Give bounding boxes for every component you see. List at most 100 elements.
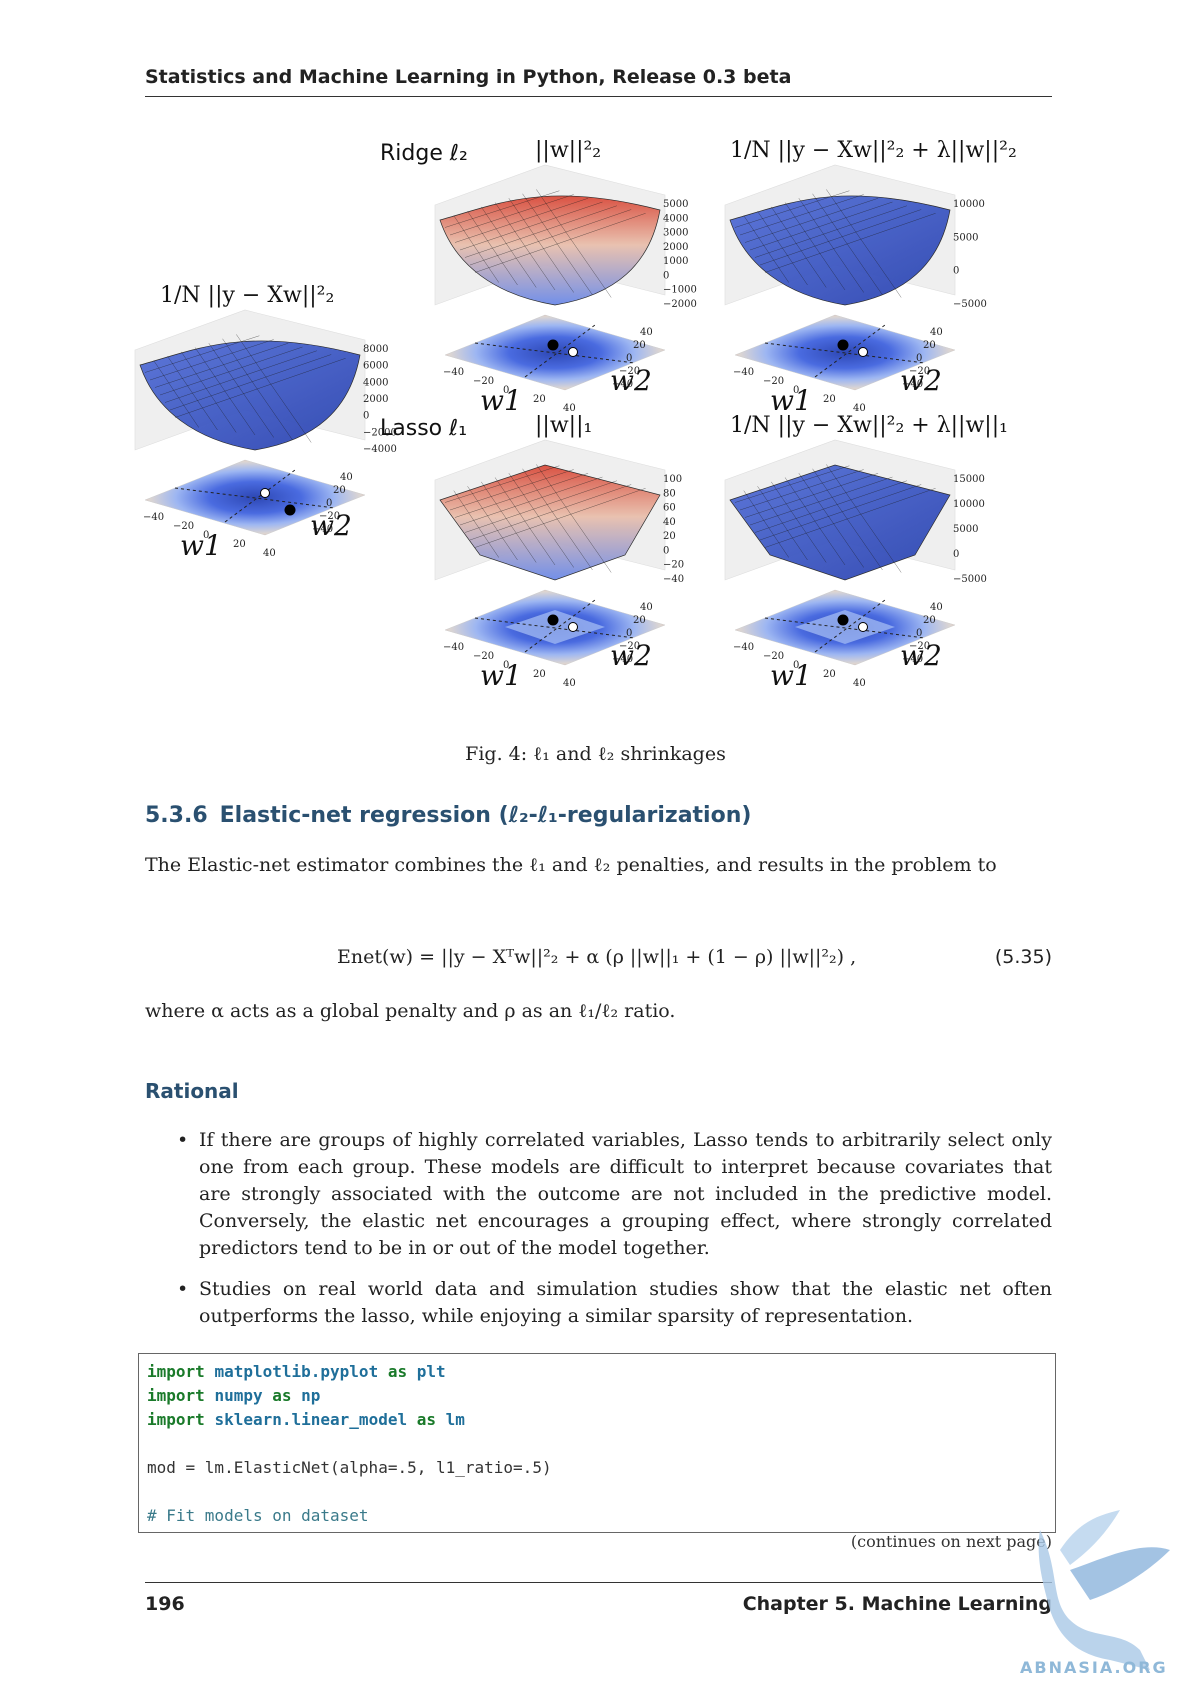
code-line-blank — [147, 1432, 1047, 1456]
w2-tick-label: 20 — [923, 340, 936, 351]
z-tick-label: −2000 — [663, 299, 697, 310]
code-line: import numpy as np — [147, 1384, 1047, 1408]
mesh-line — [208, 342, 274, 438]
section-heading: 5.3.6 Elastic-net regression (ℓ₂-ℓ₁-regul… — [145, 803, 751, 828]
w2-tick-label: −40 — [312, 524, 333, 535]
mesh-line — [734, 465, 850, 503]
w1-tick-label: 0 — [203, 530, 209, 541]
surface-plot-4: 100806040200−20−40−40−200204040200−20−40… — [380, 413, 684, 692]
z-tick-label: −5000 — [953, 574, 987, 585]
w1-tick-label: −20 — [473, 651, 494, 662]
lasso-diamond — [795, 610, 895, 644]
z-tick-label: 5000 — [953, 232, 978, 243]
w2-tick-label: −40 — [902, 379, 923, 390]
mesh-line — [481, 481, 537, 563]
mesh-line — [749, 201, 893, 251]
mesh-line — [764, 213, 936, 273]
w1-tick-label: −20 — [473, 376, 494, 387]
mesh-line — [474, 488, 646, 548]
mesh-line — [464, 205, 617, 258]
penalized-solution-point — [858, 622, 868, 632]
z-tick-label: 80 — [663, 488, 676, 499]
w1-tick-label: −40 — [733, 367, 754, 378]
w2-tick-label: 20 — [923, 615, 936, 626]
code-line: mod = lm.ElasticNet(alpha=.5, l1_ratio=.… — [147, 1458, 552, 1477]
z-tick-label: 5000 — [663, 199, 688, 210]
equation-row: Enet(w) = ||y − Xᵀw||²₂ + α (ρ ||w||₁ + … — [145, 946, 1052, 976]
w1-tick-label: 40 — [263, 548, 276, 559]
mesh-line — [449, 469, 574, 511]
w2-tick-label: −40 — [612, 654, 633, 665]
w1-tick-label: 0 — [503, 660, 509, 671]
w1-tick-label: 40 — [563, 678, 576, 689]
chapter-label: Chapter 5. Machine Learning — [742, 1593, 1052, 1615]
z-tick-label: 4000 — [363, 377, 388, 388]
mesh-line — [464, 480, 617, 533]
mesh-line — [734, 190, 850, 228]
surface-plot-5: 150001000050000−5000−40−200204040200−20−… — [724, 413, 1008, 692]
dashed-guide — [224, 469, 296, 523]
mesh-line — [444, 190, 560, 228]
z-tick-label: 0 — [663, 545, 669, 556]
mesh-line — [222, 338, 293, 441]
mesh-line — [169, 354, 332, 411]
mesh-line — [771, 481, 827, 563]
code-block[interactable]: import matplotlib.pyplot as plt import n… — [138, 1353, 1056, 1533]
mesh-line — [754, 480, 907, 533]
ols-solution-point — [837, 614, 849, 626]
z-tick-label: 2000 — [363, 394, 388, 405]
w1-axis-label: w1 — [770, 659, 812, 692]
w1-tick-label: −40 — [443, 642, 464, 653]
w1-tick-label: 20 — [823, 394, 836, 405]
section-number: 5.3.6 — [145, 803, 208, 828]
panel-title: 1/N ||y − Xw||²₂ — [160, 283, 334, 308]
code-module: sklearn.linear_model — [214, 1410, 408, 1429]
w1-tick-label: 40 — [853, 678, 866, 689]
mesh-line — [749, 476, 893, 526]
w2-axis-label: w2 — [610, 639, 652, 672]
dashed-guide — [174, 487, 336, 509]
dashed-guide — [524, 324, 596, 378]
z-tick-label: 15000 — [953, 474, 985, 485]
code-keyword: as — [416, 1410, 436, 1429]
mesh-line — [812, 468, 883, 571]
z-tick-label: −2000 — [363, 427, 397, 438]
mesh-line — [743, 215, 789, 283]
dashed-guide — [474, 617, 636, 639]
w2-tick-label: −20 — [909, 641, 930, 652]
z-tick-label: 100 — [663, 474, 682, 485]
panel-row-label: Lasso ℓ₁ — [380, 416, 467, 441]
w1-tick-label: −40 — [443, 367, 464, 378]
section-title: Elastic-net regression (ℓ₂-ℓ₁-regulariza… — [219, 803, 752, 828]
w2-tick-label: 20 — [633, 340, 646, 351]
mesh-line — [739, 194, 864, 236]
z-tick-label: 0 — [953, 266, 959, 277]
penalized-solution-point — [260, 488, 270, 498]
mesh-line — [444, 465, 560, 503]
w1-axis-label: w1 — [770, 384, 812, 417]
dashed-guide — [764, 342, 926, 364]
penalized-solution-point — [568, 347, 578, 357]
mesh-line — [459, 476, 603, 526]
code-module: numpy — [214, 1386, 263, 1405]
z-tick-label: 8000 — [363, 344, 388, 355]
w1-tick-label: 20 — [823, 669, 836, 680]
panel-title: ||w||²₂ — [535, 138, 601, 163]
w1-axis-label: w1 — [180, 529, 222, 562]
surface-plot-1: 80006000400020000−2000−4000−40−200204040… — [134, 283, 397, 562]
figure-caption: Fig. 4: ℓ₁ and ℓ₂ shrinkages — [465, 743, 726, 765]
ols-solution-point — [547, 614, 559, 626]
z-tick-label: −40 — [663, 574, 684, 585]
w2-axis-label: w2 — [310, 509, 352, 542]
w1-tick-label: −20 — [763, 376, 784, 387]
mesh-line — [522, 193, 593, 296]
surface-mesh — [139, 340, 361, 451]
w1-tick-label: 20 — [233, 539, 246, 550]
bullet-text: Studies on real world data and simulatio… — [199, 1278, 1052, 1327]
w2-tick-label: 20 — [333, 485, 346, 496]
panel-row-label: Ridge ℓ₂ — [380, 141, 468, 166]
dashed-guide — [474, 342, 636, 364]
z-tick-label: 10000 — [953, 199, 985, 210]
mesh-line — [522, 468, 593, 571]
w2-tick-label: 0 — [326, 498, 332, 509]
